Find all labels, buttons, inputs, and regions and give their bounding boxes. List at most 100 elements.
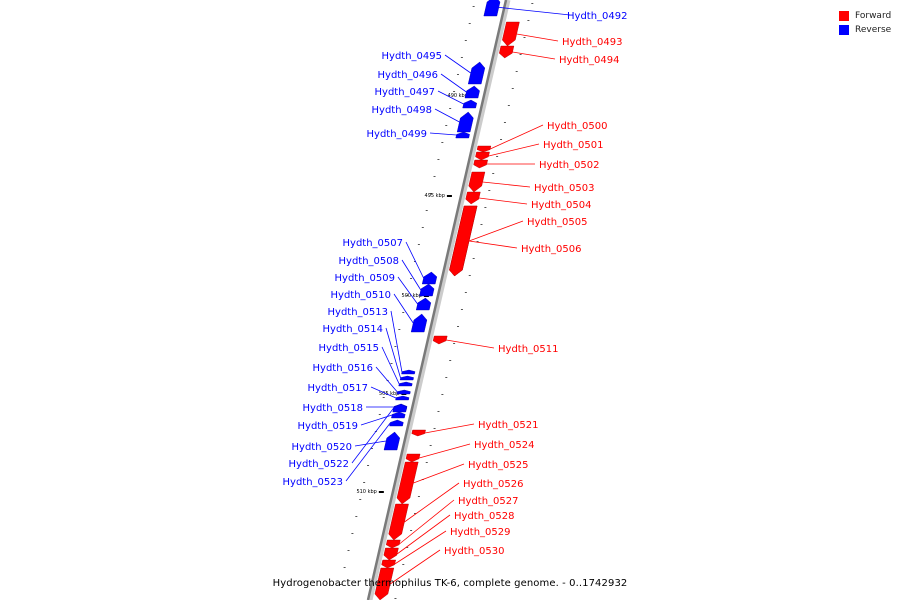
gene-feature-hydth-0502[interactable] xyxy=(473,159,488,169)
gene-label-hydth-0496[interactable]: Hydth_0496 xyxy=(378,70,439,81)
minor-tick-left xyxy=(437,159,440,160)
gene-label-hydth-0492[interactable]: Hydth_0492 xyxy=(567,11,628,22)
gene-label-hydth-0508[interactable]: Hydth_0508 xyxy=(339,256,400,267)
gene-label-hydth-0498[interactable]: Hydth_0498 xyxy=(372,105,433,116)
gene-feature-hydth-0527[interactable] xyxy=(385,539,401,549)
gene-label-hydth-0524[interactable]: Hydth_0524 xyxy=(474,440,535,451)
gene-label-hydth-0514[interactable]: Hydth_0514 xyxy=(323,324,384,335)
gene-label-hydth-0500[interactable]: Hydth_0500 xyxy=(547,121,608,132)
gene-label-hydth-0530[interactable]: Hydth_0530 xyxy=(444,546,505,557)
gene-feature-hydth-0499[interactable] xyxy=(455,131,470,139)
gene-feature-hydth-0506[interactable] xyxy=(449,205,478,277)
minor-tick-left xyxy=(398,329,401,330)
legend-item-forward[interactable]: Forward xyxy=(839,9,891,23)
scale-tick-label: 505 kbp xyxy=(379,391,399,397)
minor-tick-left xyxy=(402,312,405,313)
gene-label-hydth-0503[interactable]: Hydth_0503 xyxy=(534,183,595,194)
gene-feature-hydth-0494[interactable] xyxy=(499,45,515,59)
minor-tick-left xyxy=(367,465,370,466)
gene-label-hydth-0521[interactable]: Hydth_0521 xyxy=(478,420,539,431)
gene-feature-hydth-0515[interactable] xyxy=(398,381,413,387)
gene-feature-hydth-0517[interactable] xyxy=(395,395,410,401)
gene-feature-hydth-0523[interactable] xyxy=(389,419,404,427)
gene-label-hydth-0518[interactable]: Hydth_0518 xyxy=(303,403,364,414)
gene-label-hydth-0513[interactable]: Hydth_0513 xyxy=(328,307,389,318)
gene-label-hydth-0519[interactable]: Hydth_0519 xyxy=(298,421,359,432)
gene-label-hydth-0525[interactable]: Hydth_0525 xyxy=(468,460,529,471)
leader-hydth-0523 xyxy=(345,422,391,482)
minor-tick-left xyxy=(339,584,342,585)
gene-label-hydth-0495[interactable]: Hydth_0495 xyxy=(382,51,443,62)
gene-label-hydth-0497[interactable]: Hydth_0497 xyxy=(375,87,436,98)
minor-tick-left xyxy=(460,57,463,58)
minor-tick-left xyxy=(343,567,346,568)
minor-tick-right xyxy=(445,377,448,378)
minor-tick-left xyxy=(370,448,373,449)
gene-label-hydth-0522[interactable]: Hydth_0522 xyxy=(289,459,350,470)
leader-hydth-0493 xyxy=(516,33,559,42)
gene-feature-hydth-0507[interactable] xyxy=(421,271,438,285)
gene-label-hydth-0507[interactable]: Hydth_0507 xyxy=(343,238,404,249)
gene-feature-hydth-0504[interactable] xyxy=(465,191,481,205)
gene-label-hydth-0515[interactable]: Hydth_0515 xyxy=(319,343,380,354)
gene-feature-hydth-0495[interactable] xyxy=(467,61,486,85)
gene-feature-hydth-0508[interactable] xyxy=(419,283,435,297)
gene-feature-hydth-0529[interactable] xyxy=(381,559,396,569)
gene-label-hydth-0529[interactable]: Hydth_0529 xyxy=(450,527,511,538)
gene-feature-hydth-0521[interactable] xyxy=(411,429,426,437)
gene-label-hydth-0527[interactable]: Hydth_0527 xyxy=(458,496,519,507)
gene-label-hydth-0516[interactable]: Hydth_0516 xyxy=(313,363,374,374)
gene-feature-hydth-0526[interactable] xyxy=(388,503,409,541)
gene-feature-hydth-0511[interactable] xyxy=(432,335,448,345)
gene-feature-hydth-0520[interactable] xyxy=(383,431,400,451)
gene-feature-hydth-0530[interactable] xyxy=(374,567,395,600)
minor-tick-right xyxy=(527,20,530,21)
gene-feature-hydth-0524[interactable] xyxy=(405,453,421,463)
gene-label-hydth-0493[interactable]: Hydth_0493 xyxy=(562,37,623,48)
leader-hydth-0516 xyxy=(375,366,398,393)
gene-feature-hydth-0516[interactable] xyxy=(396,389,411,395)
leader-hydth-0511 xyxy=(446,339,495,349)
gene-feature-hydth-0493[interactable] xyxy=(502,21,520,47)
minor-tick-right xyxy=(480,224,483,225)
minor-tick-left xyxy=(468,23,471,24)
gene-label-hydth-0502[interactable]: Hydth_0502 xyxy=(539,160,600,171)
gene-label-hydth-0509[interactable]: Hydth_0509 xyxy=(335,273,396,284)
gene-feature-hydth-0510[interactable] xyxy=(410,313,428,333)
gene-label-hydth-0510[interactable]: Hydth_0510 xyxy=(331,290,392,301)
gene-label-hydth-0506[interactable]: Hydth_0506 xyxy=(521,244,582,255)
minor-tick-right xyxy=(453,343,456,344)
minor-tick-right xyxy=(406,547,409,548)
gene-label-hydth-0528[interactable]: Hydth_0528 xyxy=(454,511,515,522)
leader-hydth-0498 xyxy=(434,108,460,123)
gene-feature-hydth-0522[interactable] xyxy=(392,403,408,413)
gene-feature-hydth-0513[interactable] xyxy=(401,369,416,375)
gene-label-hydth-0523[interactable]: Hydth_0523 xyxy=(283,477,344,488)
gene-feature-hydth-0509[interactable] xyxy=(415,297,432,311)
gene-label-hydth-0511[interactable]: Hydth_0511 xyxy=(498,344,559,355)
gene-label-hydth-0517[interactable]: Hydth_0517 xyxy=(308,383,369,394)
legend-item-reverse[interactable]: Reverse xyxy=(839,23,891,37)
gene-feature-hydth-0500[interactable] xyxy=(476,145,492,153)
gene-feature-hydth-0525[interactable] xyxy=(396,461,419,505)
gene-feature-hydth-0519[interactable] xyxy=(391,411,406,419)
gene-label-hydth-0501[interactable]: Hydth_0501 xyxy=(543,140,604,151)
gene-label-hydth-0505[interactable]: Hydth_0505 xyxy=(527,217,588,228)
leader-hydth-0529 xyxy=(394,530,447,565)
reverse-swatch xyxy=(839,25,849,35)
gene-feature-hydth-0492[interactable] xyxy=(483,0,501,17)
minor-tick-left xyxy=(347,550,350,551)
gene-feature-hydth-0501[interactable] xyxy=(475,151,490,161)
gene-label-hydth-0520[interactable]: Hydth_0520 xyxy=(292,442,353,453)
gene-label-hydth-0504[interactable]: Hydth_0504 xyxy=(531,200,592,211)
gene-feature-hydth-0497[interactable] xyxy=(462,99,477,109)
gene-feature-hydth-0514[interactable] xyxy=(399,375,414,381)
gene-feature-hydth-0528[interactable] xyxy=(383,547,399,561)
gene-label-hydth-0499[interactable]: Hydth_0499 xyxy=(367,129,428,140)
gene-label-hydth-0526[interactable]: Hydth_0526 xyxy=(463,479,524,490)
gene-feature-hydth-0498[interactable] xyxy=(456,111,474,133)
leader-hydth-0524 xyxy=(419,443,471,459)
gene-feature-hydth-0496[interactable] xyxy=(464,85,480,99)
gene-feature-hydth-0503[interactable] xyxy=(468,171,486,193)
gene-label-hydth-0494[interactable]: Hydth_0494 xyxy=(559,55,620,66)
